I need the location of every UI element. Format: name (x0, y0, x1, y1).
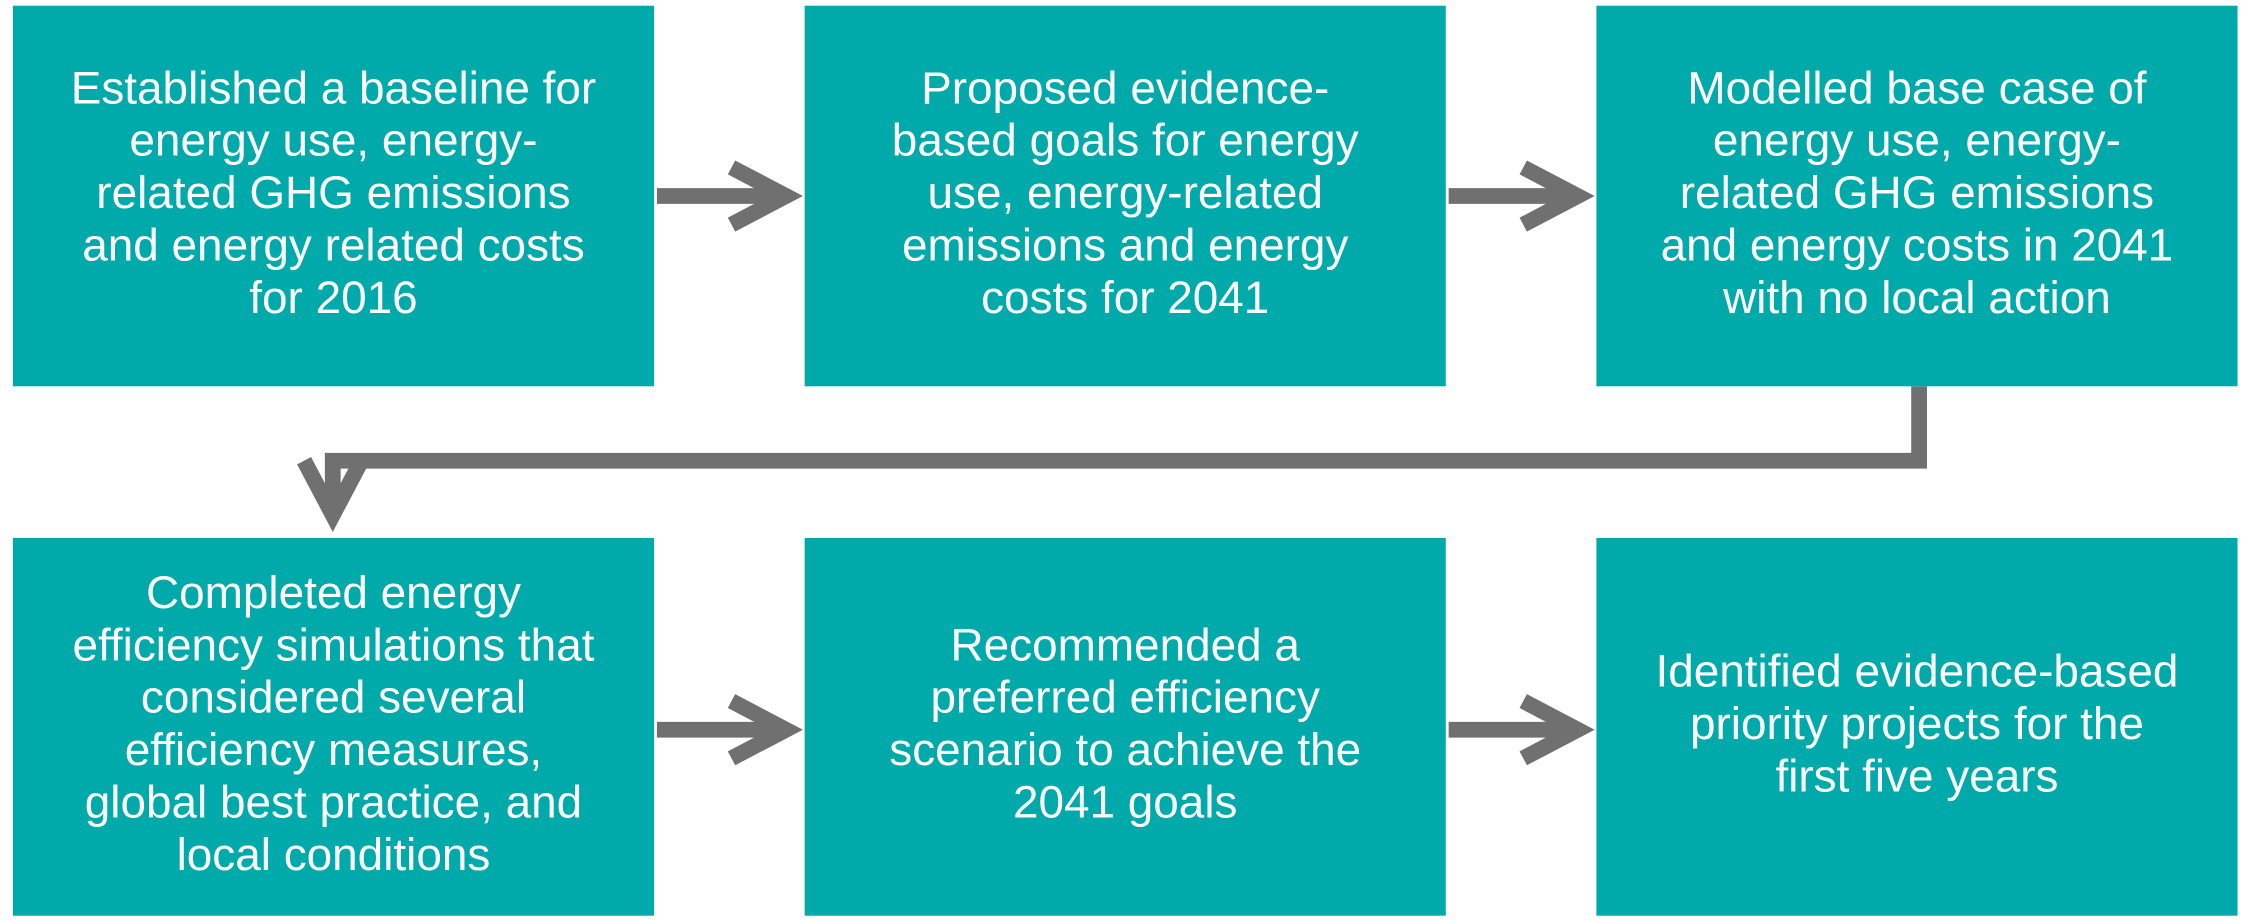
box-label: Established a baseline for (71, 62, 596, 113)
process-box (12, 537, 655, 916)
process-box (1596, 5, 2238, 387)
arrow (1448, 694, 1595, 766)
box-label: and energy related costs (82, 220, 584, 271)
process-box (804, 5, 1446, 387)
arrows (297, 160, 1927, 766)
box-label: energy use, energy- (129, 115, 537, 166)
box-label: preferred efficiency (931, 672, 1320, 723)
box-label: energy use, energy- (1713, 115, 2121, 166)
arrow (656, 160, 803, 232)
box-label: first five years (1775, 750, 2058, 801)
box-label: with no local action (1722, 272, 2111, 323)
box-label: costs for 2041 (981, 272, 1269, 323)
box-label: use, energy-related (928, 167, 1323, 218)
box-label: related GHG emissions (1680, 167, 2154, 218)
box-label: for 2016 (249, 272, 417, 323)
box-label: local conditions (177, 829, 491, 880)
box-label: Proposed evidence- (921, 62, 1329, 113)
arrow (1448, 160, 1595, 232)
box-label: global best practice, and (85, 777, 582, 828)
box-label: Completed energy (146, 567, 521, 618)
box-label: Identified evidence-based (1655, 646, 2178, 697)
process-box (804, 537, 1446, 916)
box-label: and energy costs in 2041 (1661, 220, 2174, 271)
connector-arrow (297, 386, 1927, 532)
box-label: priority projects for the (1690, 698, 2144, 749)
box-label: efficiency simulations that (72, 619, 594, 670)
box-label: efficiency measures, (125, 724, 542, 775)
process-box (1596, 537, 2238, 916)
box-label: Recommended a (951, 619, 1301, 670)
box-label: based goals for energy (892, 115, 1359, 166)
box-label: related GHG emissions (96, 167, 570, 218)
box-label: 2041 goals (1013, 777, 1238, 828)
arrow (656, 694, 803, 766)
process-box (12, 5, 655, 387)
box-label: Modelled base case of (1687, 62, 2146, 113)
box-label: scenario to achieve the (889, 724, 1361, 775)
box-label: considered several (141, 672, 526, 723)
box-label: emissions and energy (902, 220, 1348, 271)
